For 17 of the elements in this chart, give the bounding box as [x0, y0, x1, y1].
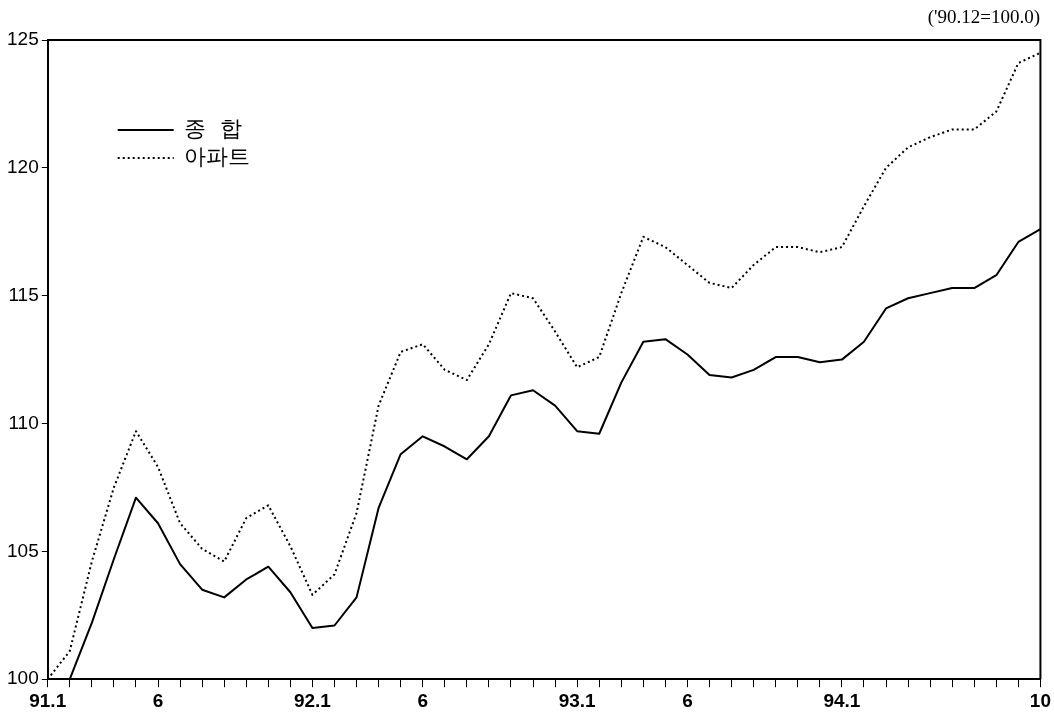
x-tick-label: 6: [417, 689, 429, 711]
x-tick-label: 10: [1029, 689, 1051, 711]
text: ('90.12=100.0): [927, 6, 1040, 28]
y-tick-label: 110: [8, 411, 39, 433]
y-tick-label: 105: [7, 539, 39, 561]
legend-label: 종 합: [183, 115, 242, 141]
legend-label: 아파트: [183, 143, 250, 169]
x-tick-label: 93.1: [558, 689, 597, 711]
x-tick-label: 6: [152, 689, 164, 711]
x-tick-label: 6: [682, 689, 693, 711]
x-tick-label: 92.1: [293, 689, 332, 711]
x-tick-label: 91.1: [29, 689, 67, 711]
y-tick-label: 120: [7, 156, 39, 178]
y-tick-label: 100: [7, 667, 39, 689]
x-tick-label: 94.1: [823, 689, 861, 711]
y-tick-label: 115: [8, 283, 39, 305]
y-tick-label: 125: [7, 28, 39, 50]
